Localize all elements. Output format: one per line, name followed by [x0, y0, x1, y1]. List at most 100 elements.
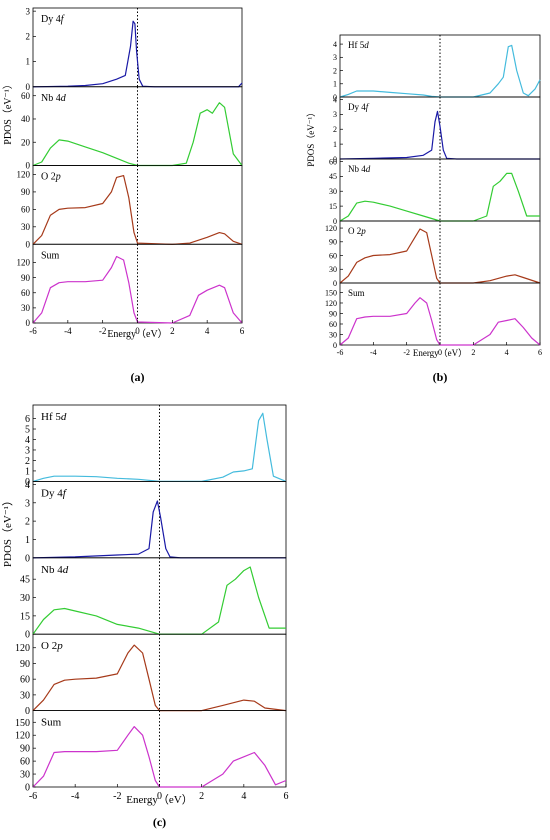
y-tick-label: 5 — [25, 425, 30, 436]
y-tick-label: 30 — [329, 265, 337, 274]
subplot-o-2p: 0 30 60 90 120 O 2p — [325, 220, 541, 288]
y-tick-label: 90 — [21, 273, 31, 283]
y-tick-label: 30 — [329, 330, 337, 339]
y-tick-label: 90 — [329, 309, 337, 318]
y-axis-label: PDOS（eV⁻¹） — [1, 495, 14, 567]
subplot-o-2p: 0 30 60 90 120 O 2p — [15, 633, 287, 717]
series-line — [32, 175, 243, 245]
x-tick-label: 2 — [199, 791, 204, 802]
y-tick-label: 90 — [329, 238, 337, 247]
subplot-label: Dy 4f — [41, 14, 65, 25]
y-tick-label: 40 — [21, 114, 31, 124]
y-tick-label: 20 — [21, 137, 31, 147]
x-tick-label: 6 — [284, 791, 289, 802]
subplot-label: Sum — [41, 717, 62, 729]
x-tick-label: 2 — [170, 326, 175, 336]
y-axis-label: PDOS（eV⁻¹） — [2, 79, 14, 145]
subplot-label: Dy 4f — [41, 487, 68, 499]
y-tick-label: 60 — [21, 91, 31, 101]
y-tick-label: 120 — [15, 731, 30, 742]
y-tick-label: 2 — [333, 66, 337, 75]
panel-label: (a) — [131, 370, 145, 384]
y-tick-label: 60 — [329, 251, 337, 260]
y-tick-label: 60 — [20, 757, 30, 768]
y-tick-label: 15 — [20, 611, 30, 622]
x-tick-label: 0 — [438, 348, 442, 357]
subplot-nb-4d: 0 15 30 45 Nb 4d — [20, 557, 287, 641]
y-tick-label: 90 — [20, 659, 30, 670]
x-tick-label: -2 — [403, 348, 410, 357]
y-tick-label: 2 — [25, 456, 30, 467]
y-tick-label: 45 — [20, 575, 30, 586]
y-tick-label: 90 — [21, 187, 31, 197]
x-tick-label: 0 — [157, 791, 162, 802]
panel-label: (c) — [153, 815, 166, 829]
x-tick-label: 4 — [205, 326, 210, 336]
y-tick-label: 1 — [333, 80, 337, 89]
y-tick-label: 90 — [20, 744, 30, 755]
y-tick-label: 2 — [333, 125, 337, 134]
y-tick-label: 0 — [333, 93, 337, 102]
y-tick-label: 2 — [25, 517, 30, 528]
y-tick-label: 30 — [20, 593, 30, 604]
y-tick-label: 0 — [26, 82, 31, 92]
y-tick-label: 60 — [20, 675, 30, 686]
panel-label: (b) — [433, 370, 448, 384]
subplot-dy-4f: 0 1 2 3 Dy 4f — [26, 6, 243, 92]
x-tick-label: -2 — [113, 791, 121, 802]
series-line — [32, 412, 287, 482]
y-tick-label: 30 — [20, 770, 30, 781]
x-tick-label: 2 — [471, 348, 475, 357]
y-tick-label: 1 — [25, 535, 30, 546]
x-tick-label: 6 — [240, 326, 245, 336]
y-tick-label: 30 — [329, 187, 337, 196]
x-tick-label: -4 — [71, 791, 79, 802]
y-tick-label: 0 — [25, 630, 30, 641]
y-tick-label: 3 — [333, 110, 337, 119]
y-tick-label: 6 — [25, 414, 30, 425]
y-tick-label: 3 — [26, 6, 31, 16]
subplot-label: Nb 4d — [348, 164, 371, 174]
x-tick-label: 6 — [538, 348, 542, 357]
y-tick-label: 1 — [333, 140, 337, 149]
y-tick-label: 3 — [25, 498, 30, 509]
y-tick-label: 1 — [25, 466, 30, 477]
y-tick-label: 4 — [25, 435, 30, 446]
series-line — [339, 297, 541, 346]
y-tick-label: 60 — [329, 157, 337, 166]
y-tick-label: 60 — [21, 205, 31, 215]
subplot-label: Hf 5d — [41, 411, 67, 423]
subplot-label: Sum — [348, 288, 365, 298]
y-tick-label: 30 — [21, 303, 31, 313]
subplot-label: Nb 4d — [41, 93, 67, 104]
subplot-label: O 2p — [41, 172, 61, 183]
y-tick-label: 0 — [26, 318, 31, 328]
y-tick-label: 120 — [15, 643, 30, 654]
y-tick-label: 4 — [333, 40, 337, 49]
subplot-nb-4d: 0 15 30 45 60 Nb 4d — [329, 157, 541, 226]
x-tick-label: 4 — [505, 348, 509, 357]
subplot-dy-4f: 0 1 2 3 4 Dy 4f — [25, 480, 287, 564]
x-tick-label: -6 — [337, 348, 344, 357]
series-line — [32, 255, 243, 324]
subplot-sum: 0 30 60 90 120 Sum — [17, 243, 243, 328]
y-tick-label: 0 — [26, 161, 31, 171]
y-tick-label: 0 — [333, 341, 337, 350]
y-axis-label: PDOS（eV⁻¹） — [306, 108, 316, 167]
y-tick-label: 45 — [329, 172, 337, 181]
x-tick-label: -2 — [99, 326, 107, 336]
y-tick-label: 30 — [20, 690, 30, 701]
y-tick-label: 60 — [21, 288, 31, 298]
subplot-label: Sum — [41, 250, 60, 261]
y-tick-label: 1 — [26, 57, 31, 67]
subplot-label: Dy 4f — [348, 102, 370, 112]
y-tick-label: 150 — [15, 718, 30, 729]
y-tick-label: 150 — [325, 288, 337, 297]
subplot-o-2p: 0 30 60 90 120 O 2p — [17, 165, 243, 249]
subplot-label: Nb 4d — [41, 564, 69, 576]
